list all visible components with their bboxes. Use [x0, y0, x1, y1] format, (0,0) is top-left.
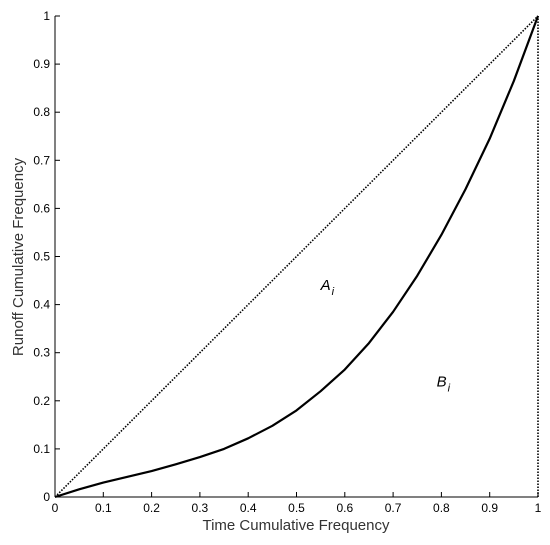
series-line-1	[54, 15, 539, 498]
y-tick-label: 0.5	[33, 250, 50, 264]
y-tick-label: 0.6	[33, 201, 50, 215]
axes: 0 0.1 0.2 0.3 0.4 0.5 0.6 0.7 0.8 0.9 1 0 0.1 0.2 0.3 0…	[33, 9, 541, 515]
x-tick-label: 0.8	[433, 501, 450, 515]
y-tick-label: 0.2	[33, 394, 50, 408]
x-tick-label: 1	[535, 501, 542, 515]
x-tick-label: 0	[52, 501, 59, 515]
x-tick-label: 0.1	[95, 501, 112, 515]
x-tick-label: 0.3	[192, 501, 209, 515]
y-tick-label: 0.9	[33, 57, 50, 71]
y-tick-label: 0.7	[33, 153, 50, 167]
x-tick-label: 0.4	[240, 501, 257, 515]
x-tick-label: 0.7	[385, 501, 402, 515]
plot-lines	[54, 15, 540, 499]
y-tick-label: 1	[43, 9, 50, 23]
y-tick-label: 0	[43, 490, 50, 504]
y-tick-label: 0.3	[33, 346, 50, 360]
y-tick-label: 0.1	[33, 442, 50, 456]
x-tick-label: 0.6	[336, 501, 353, 515]
annotations: Ai Bi	[320, 277, 451, 394]
y-tick-label: 0.4	[33, 298, 50, 312]
series-line-2	[54, 15, 540, 499]
y-axis-title: Runoff Cumulative Frequency	[10, 157, 27, 356]
x-tick-label: 0.9	[481, 501, 498, 515]
annotation-bi: Bi	[437, 373, 451, 394]
y-tick-label: 0.8	[33, 105, 50, 119]
x-tick-label: 0.2	[143, 501, 160, 515]
x-axis-title: Time Cumulative Frequency	[202, 517, 390, 534]
annotation-ai: Ai	[320, 277, 335, 298]
x-tick-label: 0.5	[288, 501, 305, 515]
